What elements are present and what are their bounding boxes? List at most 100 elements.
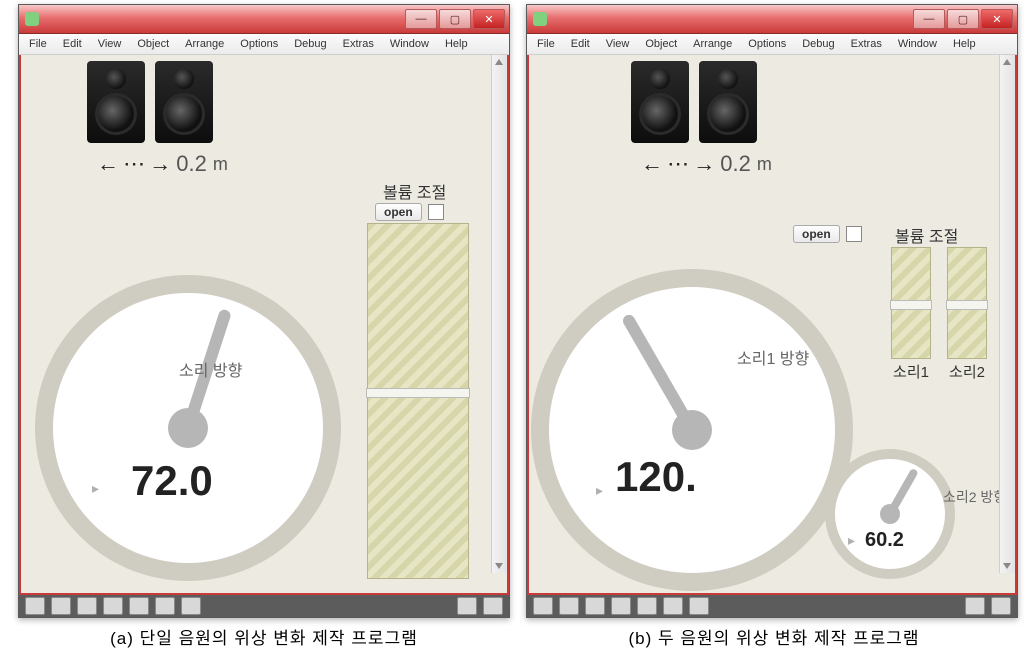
menu-arrange[interactable]: Arrange: [179, 37, 230, 51]
client-area: ← ⋯ →0.2 m 볼륨 조절open ▸소리 방향 72.0: [19, 55, 509, 595]
bottom-toolbar: [19, 595, 509, 617]
menubar: File Edit ViewObject Arrange Options Debug Ext…: [19, 34, 509, 55]
open-checkbox[interactable]: [428, 204, 444, 220]
minimize-button[interactable]: —: [405, 9, 437, 29]
speaker-pair: [87, 61, 213, 143]
speaker-distance-row: ← ⋯ →0.2 m: [641, 151, 772, 177]
maximize-button[interactable]: ▢: [439, 9, 471, 29]
toolbar-icon[interactable]: [585, 597, 605, 615]
toolbar-icon[interactable]: [663, 597, 683, 615]
distance-unit: m: [757, 154, 772, 175]
app-window-b: —▢✕ File Edit ViewObject Arrange Options Debug…: [526, 4, 1018, 618]
menu-options[interactable]: Options: [742, 37, 792, 51]
toolbar-icon[interactable]: [689, 597, 709, 615]
toolbar-icon[interactable]: [51, 597, 71, 615]
toolbar-icon[interactable]: [155, 597, 175, 615]
close-button[interactable]: ✕: [473, 9, 505, 29]
speaker-pair: [631, 61, 757, 143]
speaker-left-icon: [631, 61, 689, 143]
open-button[interactable]: open: [793, 225, 840, 243]
menu-extras[interactable]: Extras: [337, 37, 380, 51]
toolbar-icon[interactable]: [559, 597, 579, 615]
toolbar-icon[interactable]: [533, 597, 553, 615]
menu-edit[interactable]: Edit: [57, 37, 88, 51]
direction-dial-1[interactable]: ▸: [549, 287, 835, 573]
window-buttons: —▢✕: [405, 9, 505, 29]
toolbar-icon[interactable]: [611, 597, 631, 615]
menu-extras[interactable]: Extras: [845, 37, 888, 51]
direction-dial[interactable]: ▸: [53, 293, 323, 563]
menu-debug[interactable]: Debug: [796, 37, 840, 51]
menu-debug[interactable]: Debug: [288, 37, 332, 51]
volume-label: 볼륨 조절: [383, 179, 446, 203]
toolbar-icon[interactable]: [103, 597, 123, 615]
volume-slider-thumb[interactable]: [366, 388, 470, 398]
direction-dial-value: 72.0: [131, 457, 213, 505]
distance-value: 0.2: [720, 151, 751, 177]
direction-dial-1-tick-icon: ▸: [596, 482, 603, 499]
direction-dial-2-tick-icon: ▸: [848, 532, 855, 549]
volume-slider-2-thumb[interactable]: [946, 300, 988, 310]
toolbar-icon[interactable]: [77, 597, 97, 615]
menu-file[interactable]: File: [23, 37, 53, 51]
open-checkbox[interactable]: [846, 226, 862, 242]
menu-edit[interactable]: Edit: [565, 37, 596, 51]
volume-label: 볼륨 조절: [895, 223, 958, 247]
toolbar-icon[interactable]: [965, 597, 985, 615]
speaker-distance-row: ← ⋯ →0.2 m: [97, 151, 228, 177]
titlebar: —▢✕: [527, 5, 1017, 34]
minimize-button[interactable]: —: [913, 9, 945, 29]
open-button[interactable]: open: [375, 203, 422, 221]
titlebar: —▢✕: [19, 5, 509, 34]
close-button[interactable]: ✕: [981, 9, 1013, 29]
toolbar-icon[interactable]: [637, 597, 657, 615]
menu-window[interactable]: Window: [384, 37, 435, 51]
menu-file[interactable]: File: [531, 37, 561, 51]
menu-help[interactable]: Help: [439, 37, 474, 51]
vertical-scrollbar[interactable]: [999, 55, 1015, 573]
distance-value: 0.2: [176, 151, 207, 177]
menu-window[interactable]: Window: [892, 37, 943, 51]
menu-view[interactable]: View: [600, 37, 636, 51]
menu-object[interactable]: Object: [131, 37, 175, 51]
speaker-right-icon: [155, 61, 213, 143]
app-icon: [25, 12, 39, 26]
distance-unit: m: [213, 154, 228, 175]
window-buttons: —▢✕: [913, 9, 1013, 29]
menu-object[interactable]: Object: [639, 37, 683, 51]
distance-arrows-icon: ← ⋯ →: [97, 151, 170, 177]
menu-arrange[interactable]: Arrange: [687, 37, 738, 51]
vertical-scrollbar[interactable]: [491, 55, 507, 573]
app-icon: [533, 12, 547, 26]
volume-slider-1-thumb[interactable]: [890, 300, 932, 310]
volume-slider-1-caption: 소리1: [881, 361, 941, 382]
volume-slider[interactable]: [367, 223, 469, 579]
direction-dial-2[interactable]: ▸: [835, 459, 945, 569]
client-area: ← ⋯ →0.2mopen볼륨 조절소리1소리2▸소리1 방향120.▸소리2 …: [527, 55, 1017, 595]
menu-view[interactable]: View: [92, 37, 128, 51]
maximize-button[interactable]: ▢: [947, 9, 979, 29]
menubar: File Edit ViewObject Arrange Options Debug Ext…: [527, 34, 1017, 55]
menu-help[interactable]: Help: [947, 37, 982, 51]
volume-slider-2[interactable]: [947, 247, 987, 359]
figure-caption-a: (a) 단일 음원의 위상 변화 제작 프로그램: [14, 624, 514, 649]
toolbar-icon[interactable]: [483, 597, 503, 615]
toolbar-icon[interactable]: [991, 597, 1011, 615]
volume-slider-1[interactable]: [891, 247, 931, 359]
menu-options[interactable]: Options: [234, 37, 284, 51]
open-row: open: [793, 225, 862, 243]
direction-dial-1-value: 120.: [615, 453, 697, 501]
direction-dial-label: 소리 방향: [179, 357, 242, 381]
canvas: ← ⋯ →0.2mopen볼륨 조절소리1소리2▸소리1 방향120.▸소리2 …: [529, 55, 1015, 593]
canvas: ← ⋯ →0.2 m 볼륨 조절open ▸소리 방향 72.0: [21, 55, 507, 593]
toolbar-icon[interactable]: [25, 597, 45, 615]
toolbar-icon[interactable]: [181, 597, 201, 615]
distance-arrows-icon: ← ⋯ →: [641, 151, 714, 177]
speaker-right-icon: [699, 61, 757, 143]
toolbar-icon[interactable]: [129, 597, 149, 615]
direction-dial-2-value: 60.2: [865, 529, 904, 552]
direction-dial-2-label: 소리2 방향: [943, 487, 1006, 507]
bottom-toolbar: [527, 595, 1017, 617]
direction-dial-1-label: 소리1 방향: [737, 345, 809, 369]
toolbar-icon[interactable]: [457, 597, 477, 615]
